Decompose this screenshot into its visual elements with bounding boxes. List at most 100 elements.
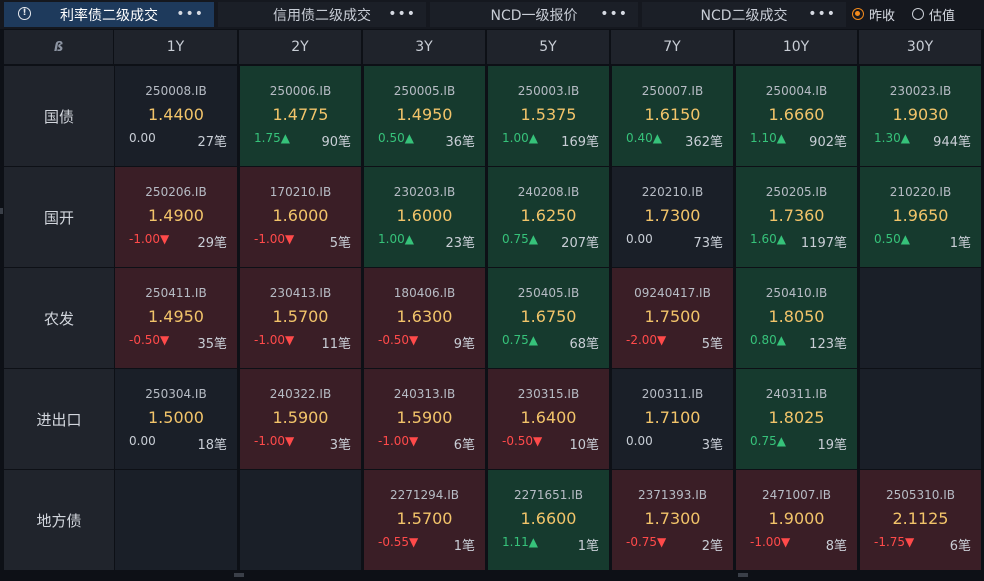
tenor-header[interactable]: 2Y [239,30,362,64]
option-valuation[interactable]: 估值 [912,4,955,24]
bond-yield: 1.4950 [148,307,204,326]
bond-yield: 1.4900 [148,206,204,225]
tab-ncd-secondary[interactable]: NCD二级成交 ••• [642,2,846,27]
yield-change: 1.00▲ [502,131,538,145]
more-options-icon[interactable]: ••• [388,6,416,22]
bond-quote-cell[interactable]: 250003.IB 1.5375 1.00▲ 169笔 [488,66,609,166]
trade-count: 9笔 [453,337,475,352]
radio-unchecked-icon[interactable] [912,8,924,20]
more-options-icon[interactable]: ••• [176,6,204,22]
bond-quote-cell[interactable]: 210220.IB 1.9650 0.50▲ 1笔 [860,167,981,267]
bond-code: 230023.IB [889,84,952,98]
bond-yield: 1.6750 [520,307,577,326]
trade-count: 35笔 [197,337,227,352]
tab-credit-bond-secondary[interactable]: 信用债二级成交 ••• [218,2,426,27]
bond-yield: 1.5375 [520,105,577,124]
bond-yield: 1.6300 [396,307,453,326]
bond-yield: 1.6400 [520,408,577,427]
bond-quote-cell[interactable]: 250004.IB 1.6660 1.10▲ 902笔 [736,66,857,166]
yield-change: -0.50▼ [129,333,170,347]
bond-code: 250405.IB [517,286,580,300]
option-prev-close[interactable]: 昨收 [852,4,895,24]
yield-change: 0.00 [129,434,156,448]
radio-checked-icon[interactable] [852,8,864,20]
bond-quote-cell[interactable]: 2271294.IB 1.5700 -0.55▼ 1笔 [364,470,485,570]
yield-change: 1.00▲ [378,232,414,246]
bond-code: 230315.IB [517,387,580,401]
bond-code: 2471007.IB [761,488,832,502]
bond-code: 240313.IB [393,387,456,401]
bond-code: 250206.IB [145,185,207,199]
bond-quote-cell[interactable]: 250006.IB 1.4775 1.75▲ 90笔 [240,66,361,166]
top-tab-bar: ! 利率债二级成交 ••• 信用债二级成交 ••• NCD一级报价 ••• NC… [0,0,984,29]
bond-yield: 1.4400 [148,105,204,124]
bond-quote-cell[interactable]: 250007.IB 1.6150 0.40▲ 362笔 [612,66,733,166]
tenor-header[interactable]: 10Y [735,30,858,64]
yield-change: 1.11▲ [502,535,538,549]
trade-count: 8笔 [825,539,847,554]
bond-quote-cell[interactable]: 250008.IB 1.4400 0.00 27笔 [115,66,237,166]
bond-quote-cell[interactable]: 230023.IB 1.9030 1.30▲ 944笔 [860,66,981,166]
yield-change: -1.75▼ [874,535,915,549]
bond-yield: 1.6000 [396,206,453,225]
bond-quote-cell[interactable]: 230315.IB 1.6400 -0.50▼ 10笔 [488,369,609,469]
bond-quote-cell[interactable]: 2471007.IB 1.9000 -1.00▼ 8笔 [736,470,857,570]
bond-quote-cell[interactable]: 180406.IB 1.6300 -0.50▼ 9笔 [364,268,485,368]
more-options-icon[interactable]: ••• [600,6,628,22]
bond-quote-cell[interactable]: 250405.IB 1.6750 0.75▲ 68笔 [488,268,609,368]
row-label: 农发 [4,268,114,368]
more-options-icon[interactable]: ••• [808,6,836,22]
tenor-header[interactable]: 3Y [363,30,486,64]
bond-quote-cell[interactable]: 2271651.IB 1.6600 1.11▲ 1笔 [488,470,609,570]
yield-change: 0.50▲ [874,232,910,246]
tab-label: NCD二级成交 [700,7,788,24]
bond-quote-cell[interactable]: 240313.IB 1.5900 -1.00▼ 6笔 [364,369,485,469]
bond-yield: 1.7300 [644,509,701,528]
bond-quote-cell[interactable]: 250205.IB 1.7360 1.60▲ 1197笔 [736,167,857,267]
bond-quote-cell[interactable]: 170210.IB 1.6000 -1.00▼ 5笔 [240,167,361,267]
bond-code: 250411.IB [145,286,207,300]
bond-quote-cell[interactable]: 250410.IB 1.8050 0.80▲ 123笔 [736,268,857,368]
tenor-header[interactable]: 5Y [487,30,610,64]
bond-quote-cell[interactable]: 2505310.IB 2.1125 -1.75▼ 6笔 [860,470,981,570]
trade-count: 10笔 [569,438,599,453]
bond-code: 240311.IB [765,387,828,401]
trade-count: 1笔 [453,539,475,554]
bond-code: 200311.IB [641,387,704,401]
bond-quote-cell[interactable]: 220210.IB 1.7300 0.00 73笔 [612,167,733,267]
tenor-header[interactable]: 7Y [611,30,734,64]
trade-count: 2笔 [701,539,723,554]
tab-rate-bond-secondary[interactable]: ! 利率债二级成交 ••• [4,2,214,27]
yield-change: -1.00▼ [378,434,419,448]
bond-quote-cell[interactable]: 250304.IB 1.5000 0.00 18笔 [115,369,237,469]
bond-code: 250007.IB [641,84,704,98]
bond-code: 250005.IB [393,84,456,98]
bond-yield: 1.8025 [768,408,825,427]
bond-quote-cell[interactable]: 240322.IB 1.5900 -1.00▼ 3笔 [240,369,361,469]
bond-quote-cell[interactable]: 250206.IB 1.4900 -1.00▼ 29笔 [115,167,237,267]
bond-yield: 1.5700 [396,509,453,528]
scroll-handle-bottom[interactable] [738,573,748,577]
bond-quote-cell[interactable]: 200311.IB 1.7100 0.00 3笔 [612,369,733,469]
bond-quote-cell[interactable]: 250005.IB 1.4950 0.50▲ 36笔 [364,66,485,166]
row-label: 地方债 [4,470,114,570]
trade-count: 5笔 [329,236,351,251]
tab-ncd-primary-quote[interactable]: NCD一级报价 ••• [430,2,638,27]
bond-quote-cell[interactable]: 09240417.IB 1.7500 -2.00▼ 5笔 [612,268,733,368]
bond-quote-cell[interactable]: 240208.IB 1.6250 0.75▲ 207笔 [488,167,609,267]
bond-quote-cell[interactable]: 230413.IB 1.5700 -1.00▼ 11笔 [240,268,361,368]
tenor-header[interactable]: 1Y [114,30,238,64]
bond-quote-cell[interactable]: 240311.IB 1.8025 0.75▲ 19笔 [736,369,857,469]
option-label: 昨收 [869,8,896,24]
info-icon[interactable]: ! [18,7,31,20]
scroll-handle-left[interactable] [0,208,3,214]
tenor-header[interactable]: 30Y [859,30,982,64]
trade-count: 73笔 [693,236,723,251]
scroll-handle-bottom[interactable] [234,573,244,577]
bond-quote-cell[interactable]: 250411.IB 1.4950 -0.50▼ 35笔 [115,268,237,368]
bond-code: 09240417.IB [634,286,711,300]
yield-change: -1.00▼ [254,333,295,347]
bond-yield: 1.4950 [396,105,453,124]
bond-quote-cell[interactable]: 2371393.IB 1.7300 -0.75▼ 2笔 [612,470,733,570]
bond-quote-cell[interactable]: 230203.IB 1.6000 1.00▲ 23笔 [364,167,485,267]
